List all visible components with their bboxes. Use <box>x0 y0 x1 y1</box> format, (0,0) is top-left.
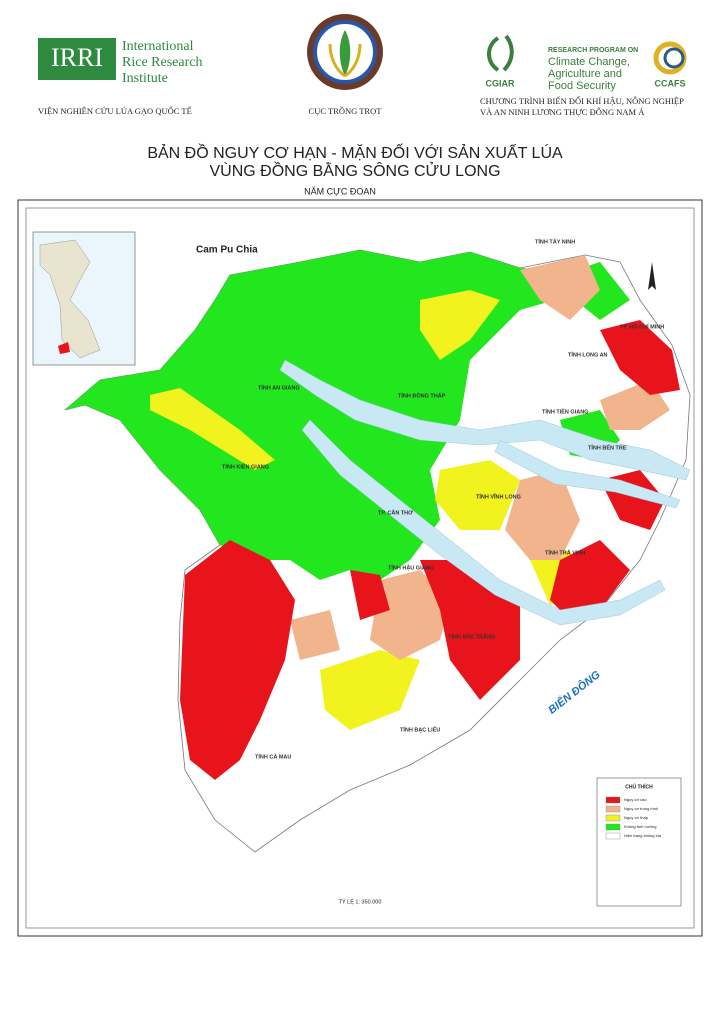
north-arrow <box>648 262 656 290</box>
legend-swatch <box>605 796 621 804</box>
ccafs: CCAFS <box>655 78 686 88</box>
zone-yellow <box>435 460 520 530</box>
map-label: TỈNH LONG AN <box>568 351 608 358</box>
zone-salmon <box>520 255 600 320</box>
legend-title: CHÚ THÍCH <box>625 782 653 790</box>
rivers <box>279 359 691 626</box>
irri-box <box>38 38 116 80</box>
legend-swatch <box>605 832 621 840</box>
ccafs-logos: CGIAR RESEARCH PROGRAM ON Climate Change… <box>480 34 687 117</box>
cgiar-mark <box>487 34 514 72</box>
zone-yellow <box>320 650 420 730</box>
legend: CHÚ THÍCH Nguy cơ cao Nguy cơ trung bình N… <box>596 777 682 907</box>
irri-name: Rice Research <box>122 55 202 70</box>
legend-label: Nguy cơ trung bình <box>624 806 658 811</box>
legend-swatch <box>605 823 621 831</box>
zone-red <box>550 540 630 620</box>
program-name: Agriculture and <box>548 68 622 80</box>
legend-label: Hiện trạng không lúa <box>624 833 662 838</box>
river <box>301 419 666 626</box>
legend-label: Nguy cơ thấp <box>624 815 649 820</box>
map-label: TỈNH CÀ MAU <box>255 753 291 760</box>
program-caption: VÀ AN NINH LƯƠNG THỰC ĐÔNG NAM Á <box>480 107 645 117</box>
map-label: TỈNH TIỀN GIANG <box>542 408 588 415</box>
zone-salmon <box>290 610 340 660</box>
legend-swatch <box>605 814 621 822</box>
map-label: TỈNH VĨNH LONG <box>476 493 521 500</box>
map-label: TỈNH SÓC TRĂNG <box>448 632 495 640</box>
inset-land <box>39 239 101 359</box>
ministry-caption: CỤC TRỒNG TRỌT <box>309 106 383 116</box>
irri-name: Institute <box>122 71 168 86</box>
ministry-logo: CỤC TRỒNG TRỌT <box>307 14 383 116</box>
river <box>279 359 691 481</box>
program-name: Climate Change, <box>548 56 630 68</box>
program-caption: CHƯƠNG TRÌNH BIẾN ĐỔI KHÍ HẬU, NÔNG NGHI… <box>480 96 684 106</box>
zone-yellow <box>150 388 275 470</box>
map-label: TỈNH HẬU GIANG <box>388 564 434 571</box>
legend-label: Nguy cơ cao <box>624 797 647 802</box>
zone-red <box>180 540 295 780</box>
legend-label: Không ảnh hưởng <box>624 824 656 829</box>
rice-leaf <box>339 30 351 76</box>
zone-red <box>350 570 390 620</box>
title-line: BẢN ĐỒ NGUY CƠ HẠN - MẶN ĐỐI VỚI SẢN XUẤ… <box>147 142 563 162</box>
program-name: Food Security <box>548 80 616 92</box>
legend-swatch <box>605 805 621 813</box>
map-label: TỈNH BẾN TRE <box>588 444 627 451</box>
zone-salmon <box>370 570 450 660</box>
map-label: TỈNH AN GIANG <box>258 384 300 391</box>
irri-mark: IRRI <box>51 43 103 72</box>
map-label: TỈNH ĐỒNG THÁP <box>398 392 446 399</box>
map-label: TP. HỒ CHÍ MINH <box>620 322 664 330</box>
inset-highlight <box>58 342 70 354</box>
arrow <box>648 262 656 290</box>
map-label: TỈNH KIÊN GIANG <box>222 462 269 470</box>
map-label: TP. CẦN THƠ <box>378 509 413 516</box>
title-line: VÙNG ĐỒNG BẰNG SÔNG CỬU LONG <box>209 161 500 180</box>
irri-logo: IRRI International Rice Research Institu… <box>38 38 202 116</box>
irri-name: International <box>122 39 194 54</box>
river <box>494 439 681 509</box>
rice-grain <box>328 43 362 78</box>
zone-salmon <box>505 470 580 560</box>
inset-map <box>32 231 136 366</box>
map-label: Cam Pu Chia <box>196 245 258 256</box>
map-label: TỈNH TRÀ VINH <box>545 549 585 556</box>
subtitle: NĂM CỰC ĐOAN <box>304 186 376 196</box>
zone-yellow <box>420 290 500 360</box>
map-label: TỈNH TÂY NINH <box>535 238 575 245</box>
map-label: TỈNH BẠC LIÊU <box>400 725 440 733</box>
ccafs-mark <box>653 41 687 75</box>
program-heading: RESEARCH PROGRAM ON <box>548 47 638 54</box>
cgiar: CGIAR <box>486 78 516 88</box>
ccafs-mark <box>663 47 685 69</box>
irri-caption: VIỆN NGHIÊN CỨU LÚA GẠO QUỐC TẾ <box>38 106 192 116</box>
map-neatline <box>25 207 695 929</box>
zone-red <box>600 320 680 395</box>
scale: TỶ LỆ 1: 350.000 <box>339 897 382 905</box>
